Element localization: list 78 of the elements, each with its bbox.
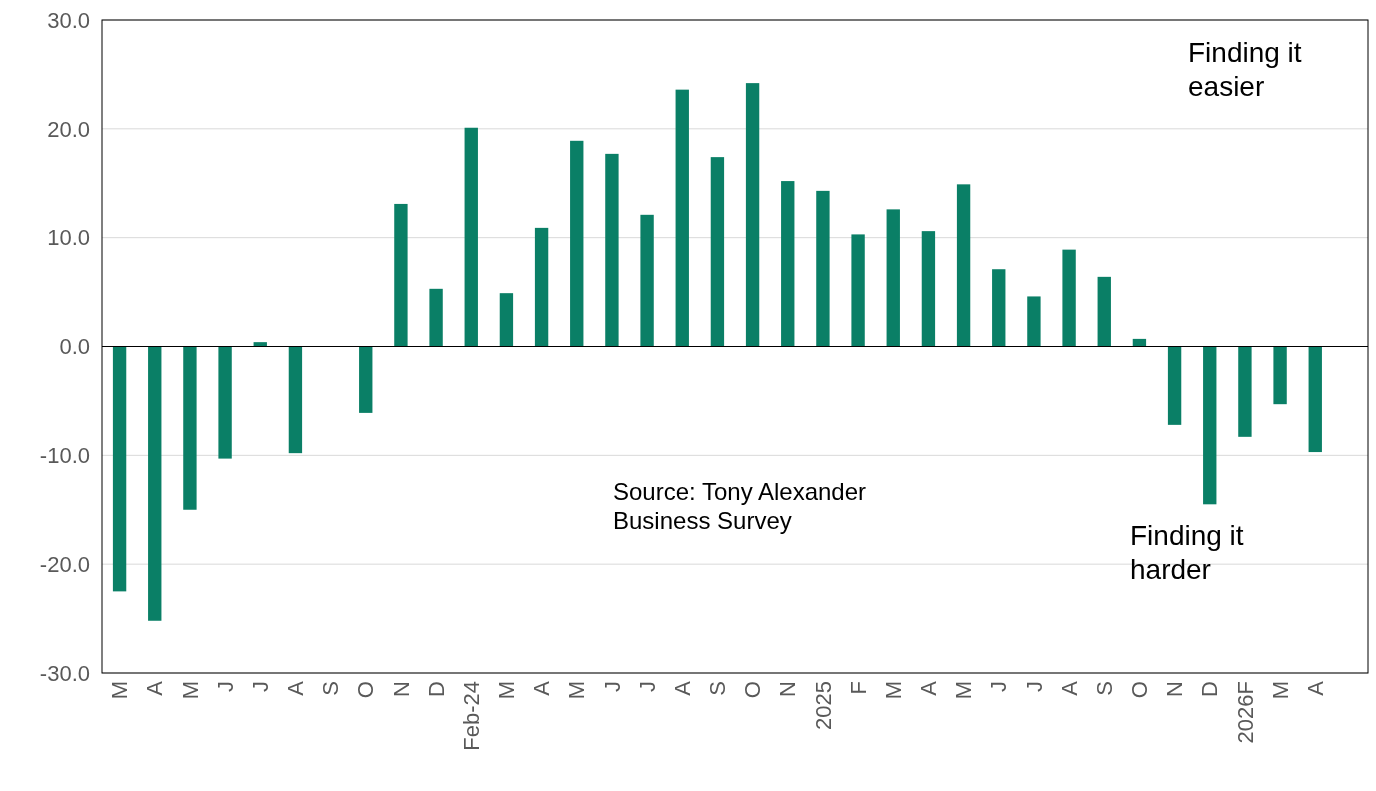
- x-tick-label: O: [353, 681, 379, 699]
- bar: [1097, 276, 1111, 347]
- bar: [710, 157, 725, 347]
- x-tick-label: J: [247, 681, 273, 692]
- bar: [218, 346, 232, 459]
- x-tick-label: M: [494, 681, 520, 700]
- bar: [605, 153, 619, 347]
- bar: [851, 234, 865, 347]
- y-tick-label: -10.0: [39, 443, 90, 469]
- bar: [1167, 346, 1182, 425]
- bar: [464, 127, 478, 347]
- bar: [253, 342, 267, 347]
- bar: [1062, 249, 1076, 347]
- x-tick-label: A: [283, 680, 309, 696]
- x-tick-label: M: [951, 681, 977, 700]
- x-tick-label: M: [177, 681, 203, 700]
- bar: [956, 184, 971, 347]
- x-tick-label: A: [1302, 680, 1328, 696]
- x-tick-label: A: [669, 680, 695, 696]
- x-tick-label: M: [107, 681, 133, 700]
- x-tick-label: J: [986, 681, 1012, 692]
- bar: [1203, 346, 1217, 505]
- bar: [112, 346, 127, 592]
- x-tick-label: M: [880, 681, 906, 700]
- x-tick-label: N: [775, 681, 801, 697]
- x-tick-label: A: [1056, 680, 1082, 696]
- bar: [288, 346, 303, 454]
- x-tick-label: Feb-24: [458, 681, 484, 751]
- bar: [394, 203, 408, 347]
- x-tick-label: N: [388, 681, 414, 697]
- bar: [992, 269, 1006, 347]
- x-tick-label: J: [212, 681, 238, 692]
- x-tick-label: S: [318, 681, 344, 696]
- y-tick-label: 10.0: [47, 225, 90, 251]
- x-tick-label: A: [529, 680, 555, 696]
- x-tick-label: S: [1091, 681, 1117, 696]
- annotation: Finding it easier: [1188, 37, 1302, 102]
- bar: [1027, 296, 1041, 347]
- x-tick-label: A: [142, 680, 168, 696]
- bar: [886, 209, 900, 347]
- x-tick-label: 2025: [810, 681, 836, 730]
- bar: [1308, 346, 1322, 453]
- x-tick-label: J: [634, 681, 660, 692]
- x-tick-label: F: [845, 681, 871, 695]
- bar: [183, 346, 197, 510]
- x-tick-label: O: [1127, 681, 1153, 699]
- bar: [640, 214, 654, 347]
- bar: [921, 231, 936, 347]
- bar: [781, 181, 795, 347]
- x-tick-label: D: [1197, 681, 1223, 697]
- annotation: Finding it harder: [1130, 520, 1244, 585]
- x-tick-label: M: [1267, 681, 1293, 700]
- y-tick-label: -30.0: [39, 660, 90, 686]
- bar: [499, 293, 514, 347]
- bar: [1273, 346, 1287, 405]
- x-tick-label: O: [740, 681, 766, 699]
- bar: [816, 190, 830, 347]
- y-tick-label: 30.0: [47, 7, 90, 33]
- bar: [429, 288, 443, 347]
- y-tick-label: -20.0: [39, 551, 90, 577]
- x-tick-label: M: [564, 681, 590, 700]
- x-tick-label: 2026F: [1232, 681, 1258, 744]
- bar: [534, 227, 549, 347]
- bar: [745, 83, 760, 347]
- x-tick-label: A: [916, 680, 942, 696]
- bar: [359, 346, 373, 413]
- x-tick-label: N: [1162, 681, 1188, 697]
- annotation: Source: Tony Alexander Business Survey: [613, 478, 867, 534]
- x-tick-label: S: [705, 681, 731, 696]
- x-tick-label: J: [599, 681, 625, 692]
- y-tick-label: 0.0: [59, 334, 90, 360]
- bar: [1238, 346, 1252, 437]
- bar: [675, 89, 689, 347]
- x-tick-label: D: [423, 681, 449, 697]
- bar: [148, 346, 162, 621]
- bar: [570, 140, 584, 347]
- y-tick-label: 20.0: [47, 116, 90, 142]
- x-tick-label: J: [1021, 681, 1047, 692]
